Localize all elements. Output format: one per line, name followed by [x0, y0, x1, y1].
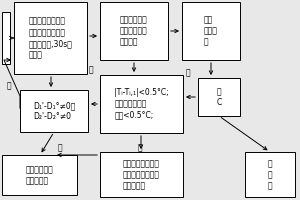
- Text: D₁'-D₁°≠0且
D₂'-D₂°≠0: D₁'-D₁°≠0且 D₂'-D₂°≠0: [33, 101, 75, 121]
- Text: 否: 否: [186, 68, 190, 77]
- Bar: [2, 155, 77, 195]
- Text: 否: 否: [89, 66, 93, 74]
- Text: 红外
仪检测
体: 红外 仪检测 体: [204, 15, 218, 47]
- Bar: [2, 12, 10, 64]
- Text: |Tᵢ-Tᵢ,₁|<0.5°C;
与其他电池温度
差值<0.5°C;: |Tᵢ-Tᵢ,₁|<0.5°C; 与其他电池温度 差值<0.5°C;: [114, 88, 169, 120]
- Text: 红外测距仪测量每
个电池的初始最高
点、最低点,30s测
试一次: 红外测距仪测量每 个电池的初始最高 点、最低点,30s测 试一次: [28, 17, 72, 59]
- Bar: [182, 2, 240, 60]
- Text: 模
剂
火: 模 剂 火: [268, 159, 272, 190]
- Text: 红外测温仪测
量电池模组运
行的温度: 红外测温仪测 量电池模组运 行的温度: [120, 15, 148, 47]
- Bar: [245, 152, 295, 197]
- Text: 通过预制舱内空调
系统增强制冷效果
且风机开启: 通过预制舱内空调 系统增强制冷效果 且风机开启: [123, 159, 160, 190]
- Bar: [100, 152, 183, 197]
- Bar: [100, 2, 168, 60]
- Bar: [100, 75, 183, 133]
- Bar: [14, 2, 87, 74]
- Text: 是: 是: [58, 144, 62, 152]
- Text: 检
C: 检 C: [216, 87, 222, 107]
- Text: 否: 否: [7, 82, 11, 90]
- Text: 是: 是: [138, 144, 142, 152]
- Bar: [198, 78, 240, 116]
- Text: 切断该电池所
在电池模组: 切断该电池所 在电池模组: [26, 165, 53, 185]
- Bar: [20, 90, 88, 132]
